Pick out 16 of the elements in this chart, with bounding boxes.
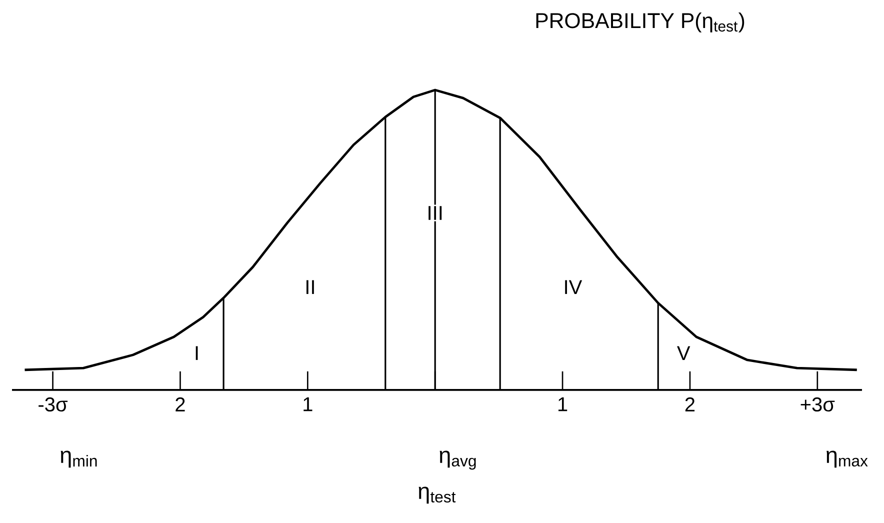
text: η$_{max}$ <box>826 450 868 468</box>
x-tick-label: +3σ <box>800 397 835 412</box>
x-tick-label: 1 <box>558 397 568 412</box>
text: η$_{avg}$ <box>440 450 476 470</box>
text: η$_{min}$ <box>60 450 97 468</box>
annotation: V <box>677 346 690 360</box>
x-tick-label: 2 <box>685 397 695 412</box>
x-tick-label: 1 <box>304 397 312 412</box>
annotation: III <box>428 206 442 220</box>
x-tick-label: -3σ <box>38 397 68 412</box>
annotation: I <box>196 346 198 360</box>
annotation: II <box>306 280 314 294</box>
chart-title: PROBABILITY P(η$_{test}$) <box>536 12 744 32</box>
annotation: IV <box>565 280 582 294</box>
x-tick-label: 2 <box>176 397 185 412</box>
x-axis-title: η$_{test}$ <box>418 486 456 504</box>
